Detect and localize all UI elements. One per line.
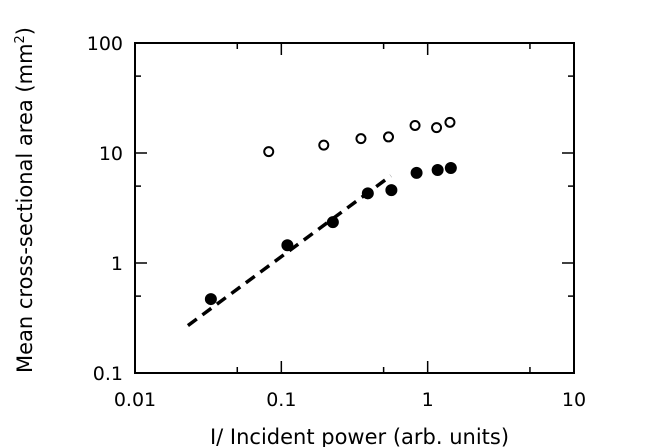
filled-data-point — [204, 293, 217, 306]
y-tick-label: 0.1 — [93, 363, 123, 385]
filled-data-point — [385, 184, 398, 197]
y-tick-label: 1 — [111, 253, 123, 275]
open-data-point — [383, 131, 395, 143]
y-axis-label-superscript: 2 — [13, 35, 28, 43]
axes: 0.01 0.1 1 10 0.1 1 10 100 — [87, 33, 586, 411]
plot-frame — [134, 42, 575, 374]
open-data-point — [355, 133, 367, 145]
x-tick-label: 10 — [562, 389, 586, 411]
data-marks — [186, 116, 457, 327]
y-axis-label: Mean cross-sectional area (mm2) — [13, 27, 37, 373]
x-tick-label: 1 — [422, 389, 434, 411]
open-data-point — [409, 119, 421, 131]
open-data-point — [318, 139, 330, 151]
open-data-point — [263, 146, 275, 158]
open-data-point — [444, 116, 456, 128]
x-axis-label: I/ Incident power (arb. units) — [210, 425, 509, 447]
filled-data-point — [410, 166, 423, 179]
y-tick-label: 100 — [87, 33, 123, 55]
filled-data-point — [431, 164, 444, 177]
y-axis-label-main: Mean cross-sectional area (mm — [13, 43, 37, 373]
open-data-point — [431, 122, 443, 134]
filled-data-point — [444, 162, 457, 175]
x-tick-label: 0.1 — [266, 389, 296, 411]
x-tick-label: 0.01 — [114, 389, 156, 411]
y-tick-label: 10 — [99, 143, 123, 165]
dashed-fit-line — [186, 174, 392, 327]
axis-labels: I/ Incident power (arb. units) Mean cros… — [13, 27, 509, 447]
y-axis-label-close: ) — [13, 27, 37, 35]
